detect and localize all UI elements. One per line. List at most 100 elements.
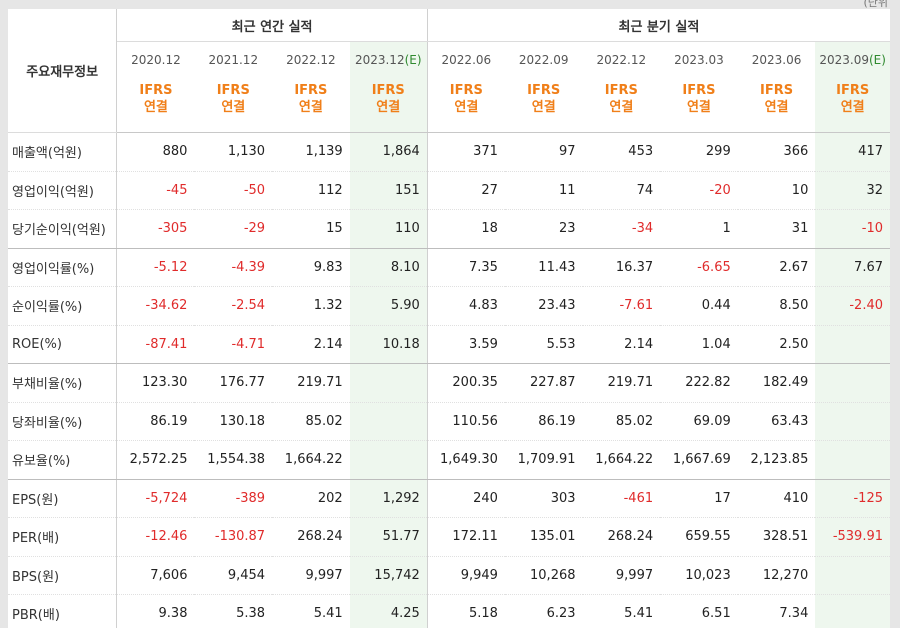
table-cell: 8.50 (737, 286, 816, 326)
table-cell: 268.24 (272, 517, 350, 557)
table-cell (815, 363, 890, 403)
table-cell (815, 594, 890, 628)
table-cell: -5,724 (116, 479, 195, 518)
table-cell (815, 325, 890, 364)
estimate-mark: (E) (404, 53, 422, 67)
table-cell: 51.77 (349, 517, 428, 557)
period-header: 2023.12(E) (349, 41, 428, 78)
table-corner-label: 주요재무정보 (8, 9, 118, 133)
table-cell: 7.35 (427, 248, 505, 287)
table-cell: 11.43 (504, 248, 583, 287)
table-cell: 112 (272, 171, 350, 210)
table-cell: 410 (737, 479, 816, 518)
table-cell: 2.50 (737, 325, 816, 364)
ifrs-basis-header: IFRS 연결 (272, 78, 350, 133)
table-cell: 176.77 (194, 363, 273, 403)
row-label: EPS(원) (8, 479, 118, 518)
ifrs-basis-header: IFRS 연결 (427, 78, 505, 133)
table-cell: 6.51 (660, 594, 738, 628)
table-cell: -130.87 (194, 517, 273, 557)
table-cell: -5.12 (116, 248, 195, 287)
table-cell: 2.14 (582, 325, 661, 364)
ifrs-label: IFRS (294, 83, 328, 98)
period-label: 2023.06 (751, 53, 802, 67)
table-cell: 328.51 (737, 517, 816, 557)
table-cell: 303 (504, 479, 583, 518)
row-label: BPS(원) (8, 556, 118, 595)
table-cell: -539.91 (815, 517, 890, 557)
period-label: 2022.06 (441, 53, 492, 67)
ifrs-basis-header: IFRS 연결 (349, 78, 428, 133)
table-row: 유보율(%) 2,572.25 1,554.38 1,664.22 1,649.30 1,… (8, 440, 890, 480)
table-cell: 299 (660, 132, 738, 172)
table-cell: 366 (737, 132, 816, 172)
ifrs-basis-header: IFRS 연결 (737, 78, 816, 133)
row-label: 유보율(%) (8, 440, 118, 480)
table-cell: 135.01 (504, 517, 583, 557)
table-cell: 130.18 (194, 402, 273, 441)
table-cell: 8.10 (349, 248, 428, 287)
table-cell: 10 (737, 171, 816, 210)
period-label: 2023.09 (819, 53, 869, 67)
table-cell: 5.41 (582, 594, 661, 628)
table-cell: 371 (427, 132, 505, 172)
table-cell: -10 (815, 209, 890, 249)
quarter-group-title: 최근 분기 실적 (427, 9, 890, 42)
table-cell: 85.02 (582, 402, 661, 441)
table-cell: 268.24 (582, 517, 661, 557)
table-cell: -2.54 (194, 286, 273, 326)
table-cell: 9,454 (194, 556, 273, 595)
table-row: 당좌비율(%) 86.19 130.18 85.02 110.56 86.19 85.02 6… (8, 402, 890, 441)
table-cell: -20 (660, 171, 738, 210)
row-label: 영업이익(억원) (8, 171, 118, 210)
table-cell: -45 (116, 171, 195, 210)
table-cell: 0.44 (660, 286, 738, 326)
table-cell: -305 (116, 209, 195, 249)
table-cell: 97 (504, 132, 583, 172)
consolidated-label: 연결 (531, 100, 556, 115)
table-cell: -4.71 (194, 325, 273, 364)
period-header: 2023.06 (738, 42, 816, 79)
period-header: 2022.09 (505, 42, 583, 79)
table-cell: 219.71 (272, 363, 350, 403)
ifrs-label: IFRS (604, 83, 638, 98)
row-label: 순이익률(%) (8, 286, 118, 326)
table-cell: -6.65 (660, 248, 738, 287)
table-cell: 2.14 (272, 325, 350, 364)
table-cell: 1.32 (272, 286, 350, 326)
table-cell: -34.62 (116, 286, 195, 326)
table-cell: -34 (582, 209, 661, 249)
table-cell: 15,742 (349, 556, 428, 595)
table-row: EPS(원) -5,724 -389 202 1,292 240 303 -461 17 410-… (8, 479, 890, 518)
table-cell: 1.04 (660, 325, 738, 364)
ifrs-label: IFRS (682, 83, 716, 98)
table-cell: 200.35 (427, 363, 505, 403)
period-label: 2022.12 (596, 53, 647, 67)
table-cell: 10.18 (349, 325, 428, 364)
table-cell: 453 (582, 132, 661, 172)
table-cell: -2.40 (815, 286, 890, 326)
table-cell: 1,554.38 (194, 440, 273, 480)
ifrs-label: IFRS (759, 83, 794, 98)
table-cell: 1,667.69 (660, 440, 738, 480)
table-cell: 74 (582, 171, 661, 210)
table-cell: -125 (815, 479, 890, 518)
table-row: PBR(배) 9.38 5.38 5.41 4.25 5.18 6.23 5.41 6.51 7.… (8, 594, 890, 628)
table-cell: 172.11 (427, 517, 505, 557)
table-row: 영업이익(억원) -45 -50 112 151 27 11 74 -20 10 32 (8, 171, 890, 210)
table-row: ROE(%) -87.41 -4.71 2.14 10.18 3.59 5.53 2.14 1.… (8, 325, 890, 364)
table-cell: 31 (737, 209, 816, 249)
table-cell: 85.02 (272, 402, 350, 441)
table-cell: 219.71 (582, 363, 661, 403)
table-cell: 1,292 (349, 479, 428, 518)
table-cell: 9.38 (116, 594, 195, 628)
financial-summary-panel: 주요재무정보 최근 연간 실적 최근 분기 실적 2020.12 2021.12 2… (8, 9, 890, 628)
table-cell: 5.18 (427, 594, 505, 628)
table-cell: 3.59 (427, 325, 505, 364)
table-row: PER(배) -12.46 -130.87 268.24 51.77 172.11 135.… (8, 517, 890, 557)
period-header: 2022.12 (272, 42, 350, 79)
table-cell: 9,997 (272, 556, 350, 595)
consolidated-label: 연결 (376, 100, 401, 115)
consolidated-label: 연결 (686, 100, 711, 115)
table-cell (349, 440, 428, 480)
